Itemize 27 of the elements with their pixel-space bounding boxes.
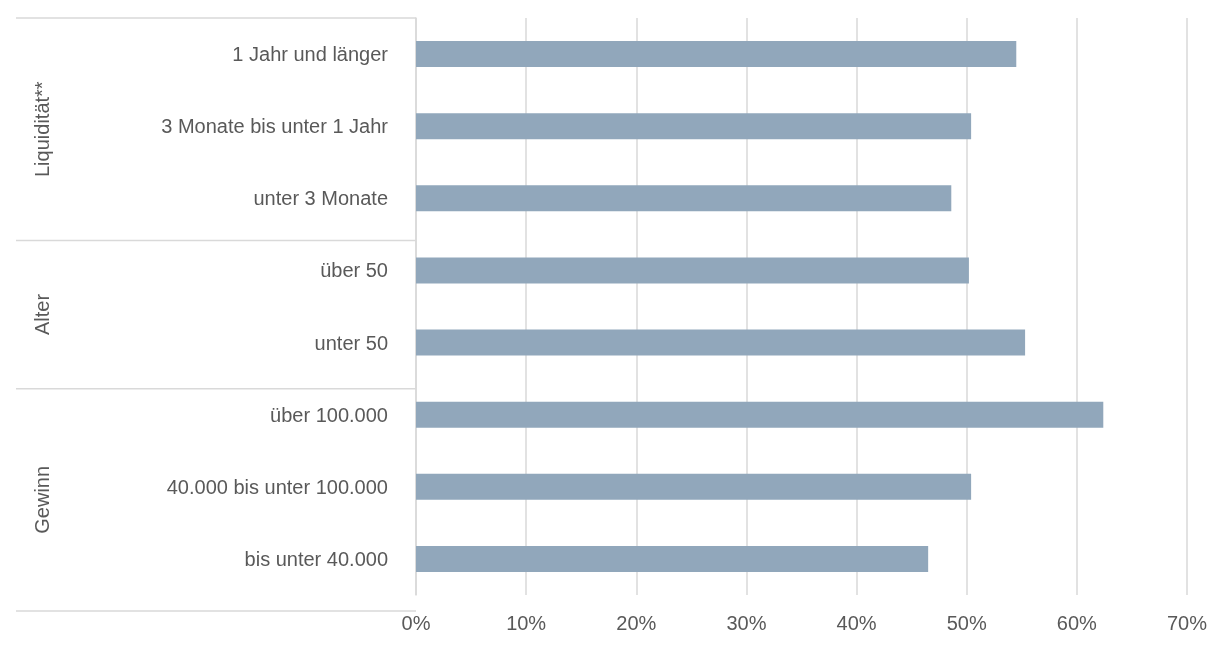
- text: Alter: [31, 293, 53, 336]
- text: Liquidität**: [31, 81, 53, 177]
- bar: [416, 185, 952, 212]
- y-tick-label: über 100.000: [270, 403, 388, 426]
- bar: [416, 473, 972, 500]
- y-tick-label: 40.000 bis unter 100.000: [166, 475, 388, 498]
- x-tick-label: 20%: [616, 612, 657, 634]
- x-tick-label: 70%: [1166, 612, 1208, 634]
- text: Gewinn: [31, 465, 53, 534]
- x-tick-label: 0%: [401, 612, 431, 634]
- bar: [416, 257, 969, 284]
- y-tick-label: unter 3 Monate: [253, 187, 388, 210]
- y-tick-label: 3 Monate bis unter 1 Jahr: [161, 115, 389, 138]
- bar: [416, 329, 1026, 356]
- y-tick-label: über 50: [320, 259, 388, 282]
- x-tick-label: 60%: [1056, 612, 1098, 634]
- x-tick-label: 10%: [506, 612, 547, 634]
- bar: [416, 41, 1017, 68]
- x-tick-label: 40%: [836, 612, 877, 634]
- y-tick-label: 1 Jahr und länger: [232, 43, 389, 66]
- bar: [416, 545, 929, 572]
- y-tick-label: bis unter 40.000: [244, 547, 388, 570]
- x-tick-label: 30%: [726, 612, 767, 634]
- bar: [416, 113, 972, 140]
- y-tick-label: unter 50: [314, 331, 388, 354]
- bar: [416, 401, 1104, 428]
- x-tick-label: 50%: [946, 612, 987, 634]
